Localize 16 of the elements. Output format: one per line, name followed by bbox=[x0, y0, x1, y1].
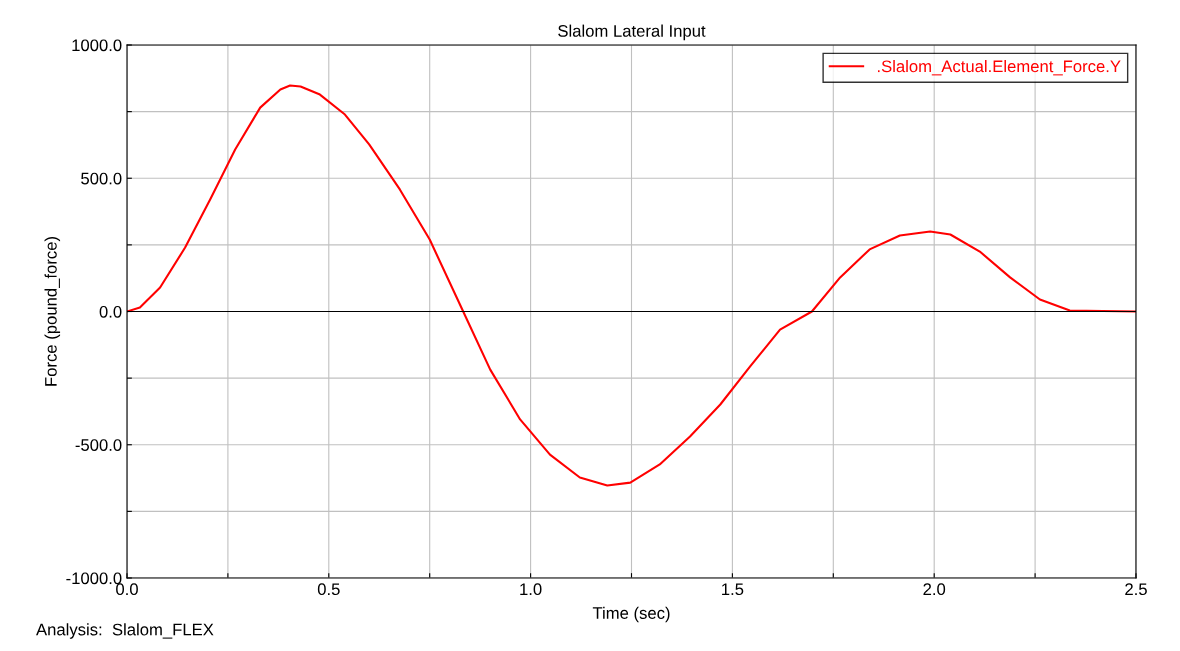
x-tick-label: 0.5 bbox=[317, 583, 340, 596]
y-tick-label: 1000.0 bbox=[72, 39, 122, 52]
y-axis-title: Force (pound_force) bbox=[44, 237, 61, 386]
text: Analysis: Slalom_FLEX bbox=[36, 623, 214, 639]
x-tick-label: 1.0 bbox=[520, 583, 542, 596]
x-axis-title: Time (sec) bbox=[592, 606, 670, 623]
y-tick-label: 500.0 bbox=[81, 172, 122, 185]
y-tick-label: -1000.0 bbox=[66, 572, 122, 585]
x-tick-label: 0.0 bbox=[116, 583, 138, 596]
x-tick-label: 2.5 bbox=[1125, 583, 1147, 596]
y-tick-label: 0.0 bbox=[99, 305, 122, 318]
x-tick-label: 1.5 bbox=[722, 583, 744, 596]
y-tick-label: -500.0 bbox=[75, 439, 122, 451]
legend-label: .Slalom_Actual.Element_Force.Y bbox=[877, 60, 1121, 76]
x-tick-label: 2.0 bbox=[923, 583, 946, 596]
chart-title: Slalom Lateral Input bbox=[558, 24, 706, 41]
